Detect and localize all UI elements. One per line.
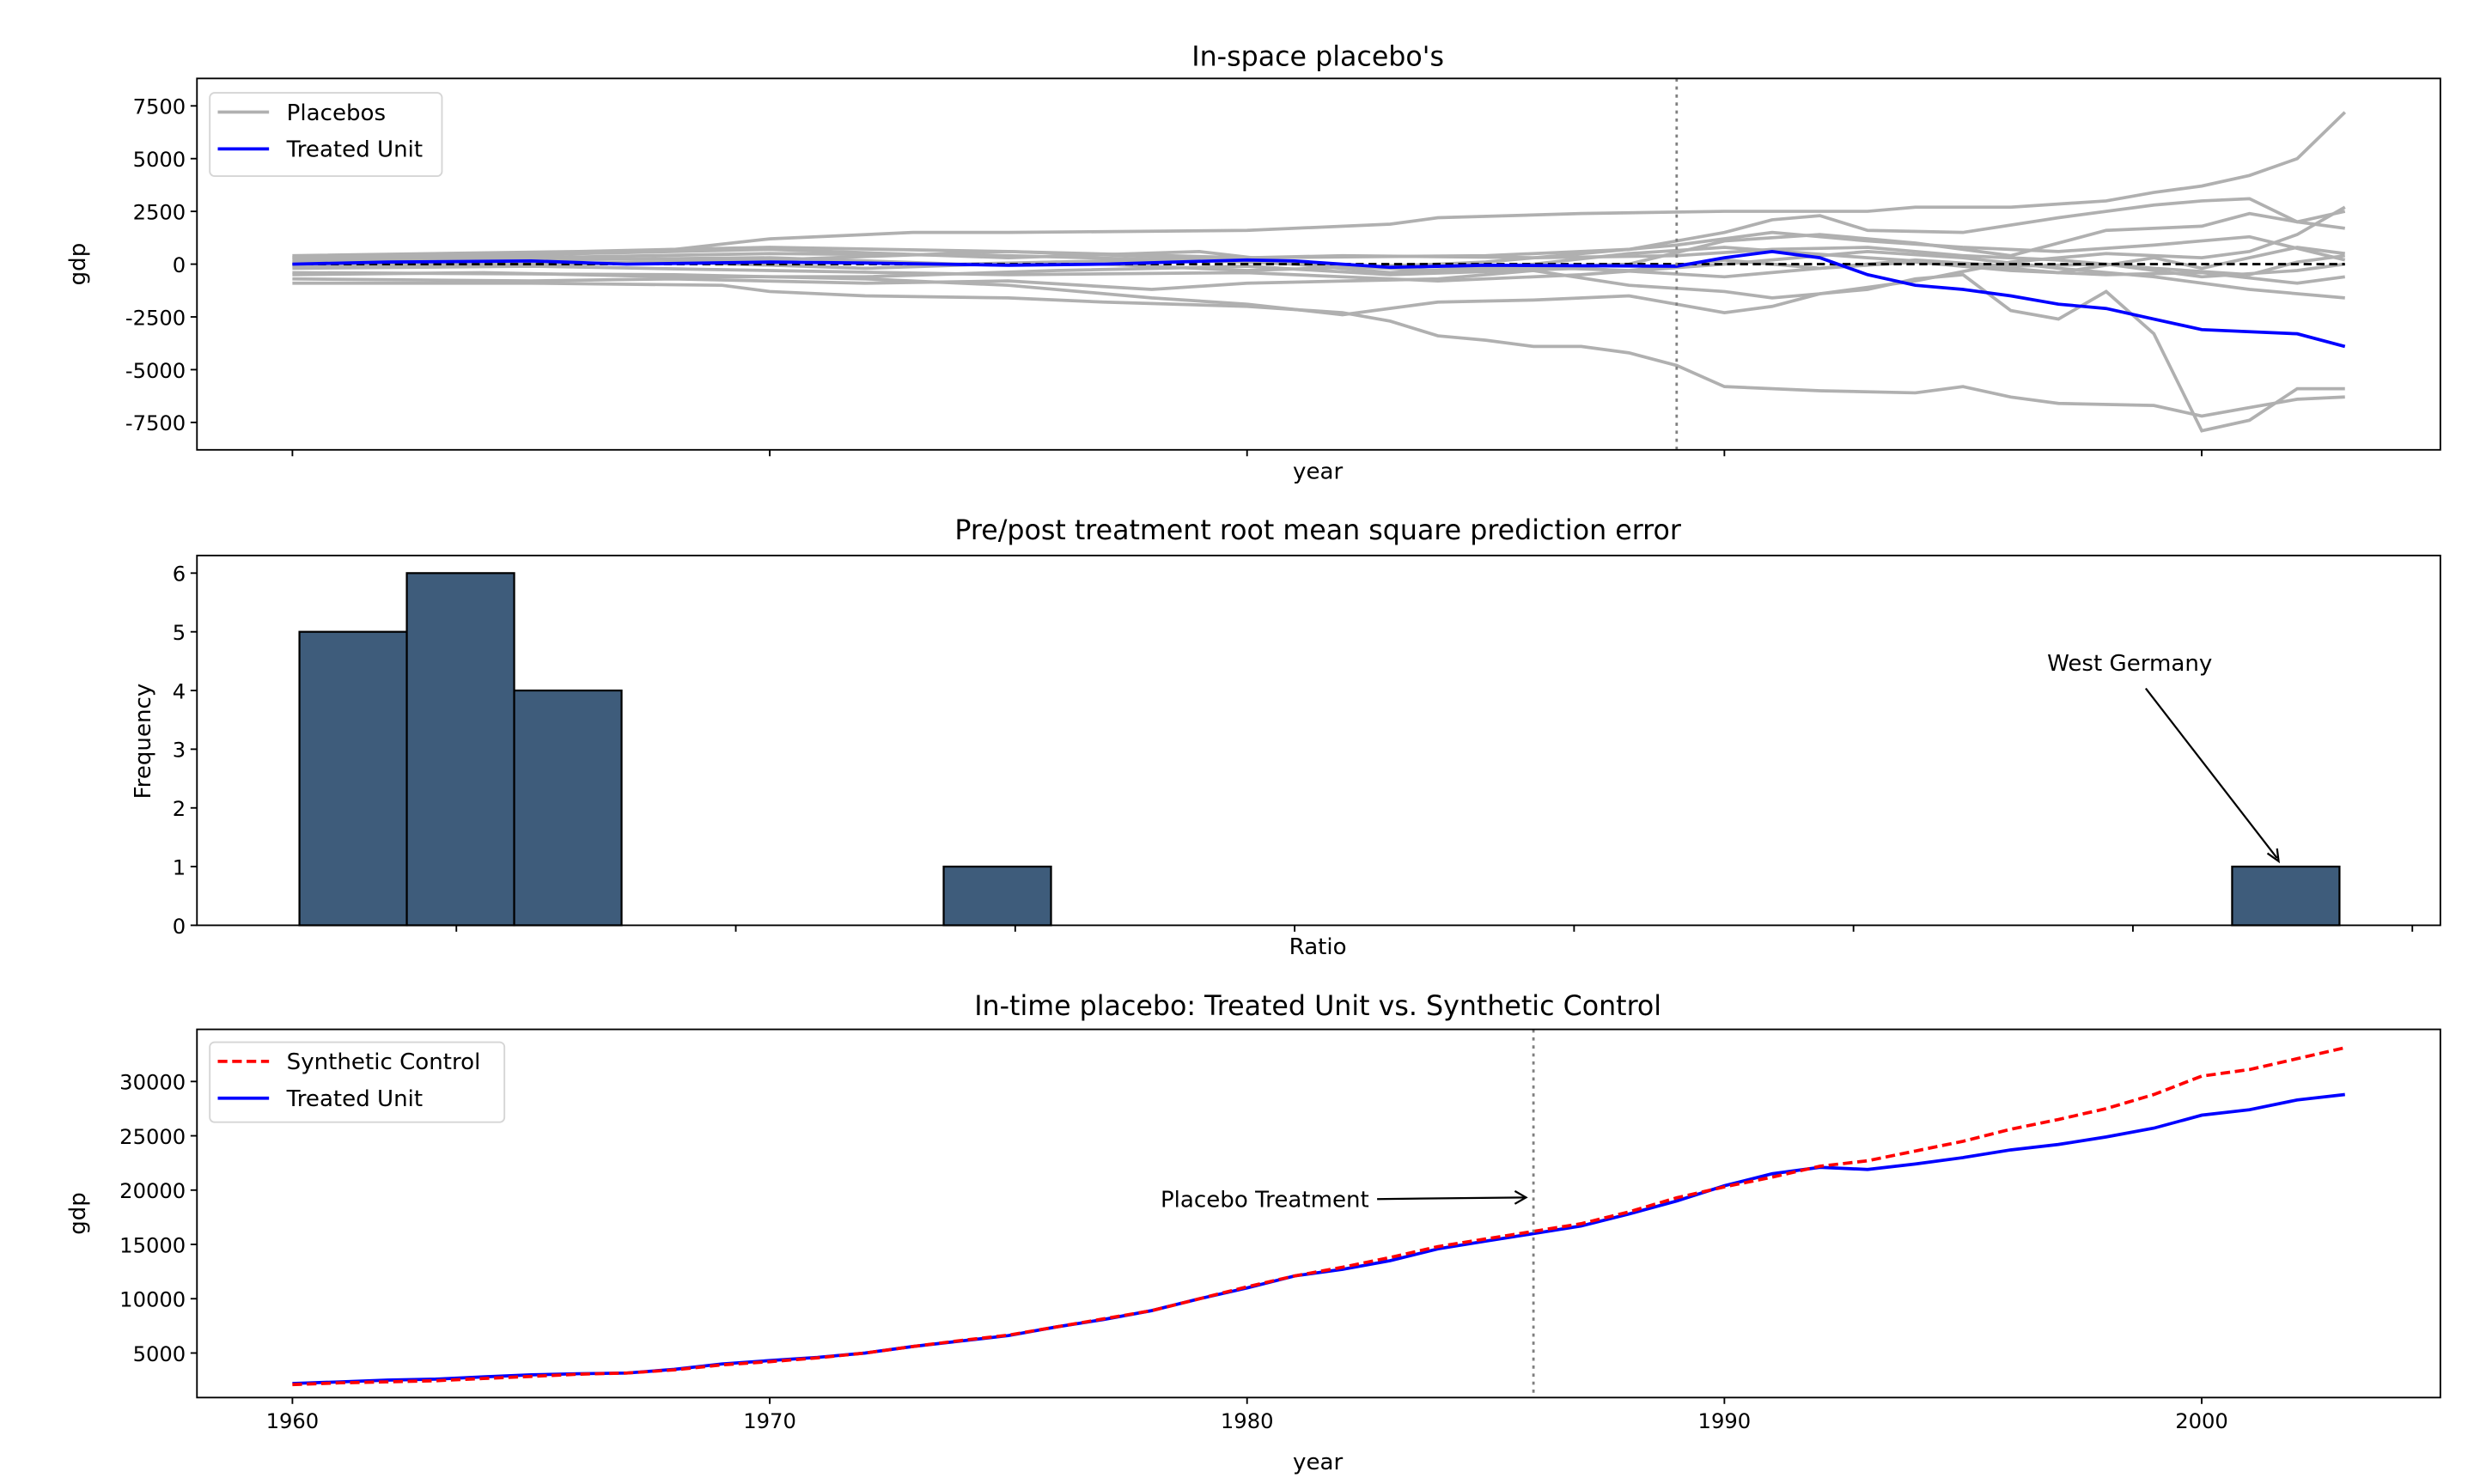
x-axis-label: Ratio <box>1289 934 1347 960</box>
y-axis-label: gdp <box>65 243 91 286</box>
x-tick-label: 1980 <box>1221 1409 1274 1433</box>
y-tick-label: 5000 <box>133 1342 186 1366</box>
y-tick-label: -7500 <box>125 411 186 435</box>
y-tick-label: 6 <box>173 563 186 587</box>
histogram-bar-1 <box>405 572 515 927</box>
x-axis-label: year <box>1293 459 1343 484</box>
y-tick-label: 2 <box>173 797 186 821</box>
legend-label-treated: Treated Unit <box>286 137 423 163</box>
x-tick-label: 1990 <box>1698 1409 1752 1433</box>
legend-label-treated: Treated Unit <box>286 1086 423 1112</box>
annotation-placebo-treatment: Placebo Treatment <box>1161 1188 1369 1213</box>
y-tick-label: 20000 <box>119 1179 186 1203</box>
y-tick-label: -2500 <box>125 306 186 330</box>
y-axis-label: Frequency <box>131 684 156 800</box>
placebo-line-0 <box>292 111 2347 259</box>
chart-title: In-time placebo: Treated Unit vs. Synthe… <box>974 991 1661 1022</box>
x-tick-label: 1960 <box>266 1409 320 1433</box>
y-tick-label: 0 <box>173 253 186 277</box>
legend: Placebos Treated Unit <box>209 92 443 177</box>
annotation-arrow <box>2144 687 2281 864</box>
chart-title: In-space placebo's <box>1191 41 1444 72</box>
histogram-bar-0 <box>298 630 408 927</box>
y-tick-label: 4 <box>173 679 186 703</box>
legend-label-synthetic: Synthetic Control <box>287 1049 481 1075</box>
y-tick-label: 5 <box>173 621 186 645</box>
subplot-rmspe-histogram: Pre/post treatment root mean square pred… <box>131 515 2441 960</box>
y-axis-label: gdp <box>65 1192 91 1235</box>
synthetic-control-line <box>292 1046 2346 1387</box>
x-axis-label: year <box>1293 1450 1343 1475</box>
placebo-line-1 <box>292 281 2345 418</box>
annotation-west-germany: West Germany <box>2047 651 2212 677</box>
y-tick-label: 10000 <box>119 1288 186 1312</box>
y-tick-label: 2500 <box>133 200 186 224</box>
placebo-line-3 <box>292 197 2346 259</box>
y-tick-label: 5000 <box>133 148 186 172</box>
plot-frame <box>196 1028 2441 1399</box>
placebo-line-8 <box>292 260 2346 285</box>
treated-unit-line <box>292 249 2346 349</box>
histogram-bar-18 <box>2231 865 2341 927</box>
treated-unit-line <box>292 1092 2345 1385</box>
legend: Synthetic Control Treated Unit <box>209 1041 506 1123</box>
y-tick-label: 3 <box>173 739 186 763</box>
placebo-line-10 <box>292 230 2346 271</box>
legend-label-placebos: Placebos <box>287 100 386 126</box>
placebo-line-2 <box>292 271 2345 433</box>
subplot-in-time-placebo: In-time placebo: Treated Unit vs. Synthe… <box>65 991 2441 1475</box>
x-tick-label: 1970 <box>743 1409 796 1433</box>
y-tick-label: 30000 <box>119 1071 186 1095</box>
x-tick-label: 2000 <box>2175 1409 2228 1433</box>
annotation-arrow <box>1377 1189 1528 1205</box>
histogram-bar-6 <box>942 865 1052 927</box>
y-tick-label: 0 <box>173 915 186 939</box>
subplot-in-space-placebos: In-space placebo's 7500 5000 2500 0 -2500 -50… <box>65 41 2441 484</box>
y-tick-label: 25000 <box>119 1125 186 1149</box>
plot-frame <box>196 554 2441 927</box>
histogram-bar-2 <box>513 689 623 927</box>
y-tick-label: 15000 <box>119 1233 186 1257</box>
y-tick-label: 7500 <box>133 95 186 119</box>
y-tick-label: 1 <box>173 855 186 879</box>
y-tick-label: -5000 <box>125 359 186 383</box>
chart-title: Pre/post treatment root mean square pred… <box>954 515 1681 546</box>
